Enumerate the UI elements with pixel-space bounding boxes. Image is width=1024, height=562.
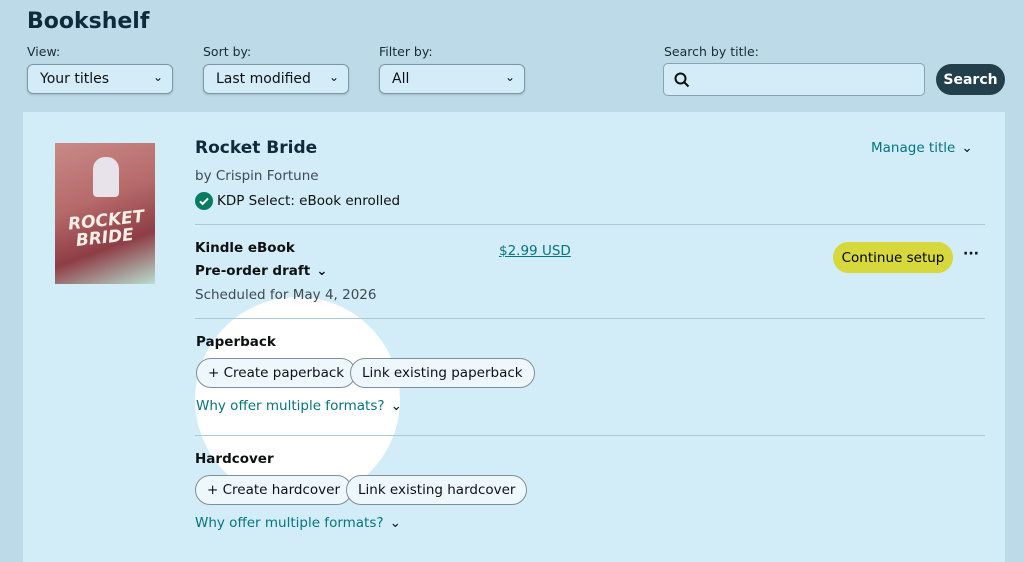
book-cover[interactable]: ROCKET BRIDE bbox=[55, 143, 155, 284]
link-hardcover-button[interactable]: Link existing hardcover bbox=[346, 475, 528, 505]
hardcover-heading: Hardcover bbox=[195, 451, 274, 467]
view-value: Your titles bbox=[40, 71, 110, 87]
search-button[interactable]: Search bbox=[936, 64, 1005, 95]
divider bbox=[195, 435, 985, 436]
ebook-format: Kindle eBook bbox=[195, 240, 295, 256]
search-input[interactable] bbox=[663, 63, 925, 96]
book-card: ROCKET BRIDE Rocket Bride by Crispin Fort… bbox=[23, 112, 1005, 562]
why-formats-label: Why offer multiple formats? bbox=[196, 398, 385, 414]
continue-setup-button[interactable]: Continue setup bbox=[833, 242, 953, 273]
sort-value: Last modified bbox=[216, 71, 311, 87]
chevron-down-icon: ⌄ bbox=[504, 70, 515, 84]
sort-label: Sort by: bbox=[203, 44, 252, 59]
chevron-down-icon: ⌄ bbox=[389, 515, 401, 531]
kdp-status-text: KDP Select: eBook enrolled bbox=[217, 193, 401, 209]
chevron-down-icon: ⌄ bbox=[961, 140, 973, 156]
paperback-heading: Paperback bbox=[196, 334, 276, 350]
preorder-label: Pre-order draft bbox=[195, 263, 311, 279]
more-options-icon[interactable]: ··· bbox=[963, 246, 979, 262]
divider bbox=[195, 318, 985, 319]
search-icon bbox=[674, 72, 690, 88]
create-hardcover-button[interactable]: + Create hardcover bbox=[195, 475, 352, 505]
spotlight-highlight bbox=[195, 297, 400, 502]
filter-label: Filter by: bbox=[379, 44, 433, 59]
check-circle-icon bbox=[195, 192, 213, 210]
preorder-dropdown[interactable]: Pre-order draft ⌄ bbox=[195, 263, 328, 279]
scheduled-date: Scheduled for May 4, 2026 bbox=[195, 287, 377, 303]
ebook-price-link[interactable]: $2.99 USD bbox=[499, 243, 571, 259]
view-select[interactable]: Your titles ⌄ bbox=[27, 64, 173, 94]
manage-title-label: Manage title bbox=[871, 140, 956, 156]
book-author: by Crispin Fortune bbox=[195, 168, 319, 184]
manage-title-button[interactable]: Manage title ⌄ bbox=[871, 140, 973, 156]
view-label: View: bbox=[27, 44, 61, 59]
page-title: Bookshelf bbox=[27, 9, 150, 34]
create-paperback-button[interactable]: + Create paperback bbox=[196, 358, 357, 388]
chevron-down-icon: ⌄ bbox=[390, 398, 402, 414]
chevron-down-icon: ⌄ bbox=[328, 70, 339, 84]
filter-value: All bbox=[392, 71, 410, 87]
why-formats-paperback[interactable]: Why offer multiple formats? ⌄ bbox=[196, 398, 402, 414]
why-formats-label: Why offer multiple formats? bbox=[195, 515, 384, 531]
why-formats-hardcover[interactable]: Why offer multiple formats? ⌄ bbox=[195, 515, 401, 531]
book-title[interactable]: Rocket Bride bbox=[195, 138, 318, 158]
divider bbox=[195, 224, 985, 225]
link-paperback-button[interactable]: Link existing paperback bbox=[350, 358, 535, 388]
search-label: Search by title: bbox=[664, 44, 759, 59]
sort-select[interactable]: Last modified ⌄ bbox=[203, 64, 349, 94]
kdp-status: KDP Select: eBook enrolled bbox=[195, 192, 400, 210]
chevron-down-icon: ⌄ bbox=[316, 263, 328, 279]
chevron-down-icon: ⌄ bbox=[152, 70, 163, 84]
filter-select[interactable]: All ⌄ bbox=[379, 64, 525, 94]
